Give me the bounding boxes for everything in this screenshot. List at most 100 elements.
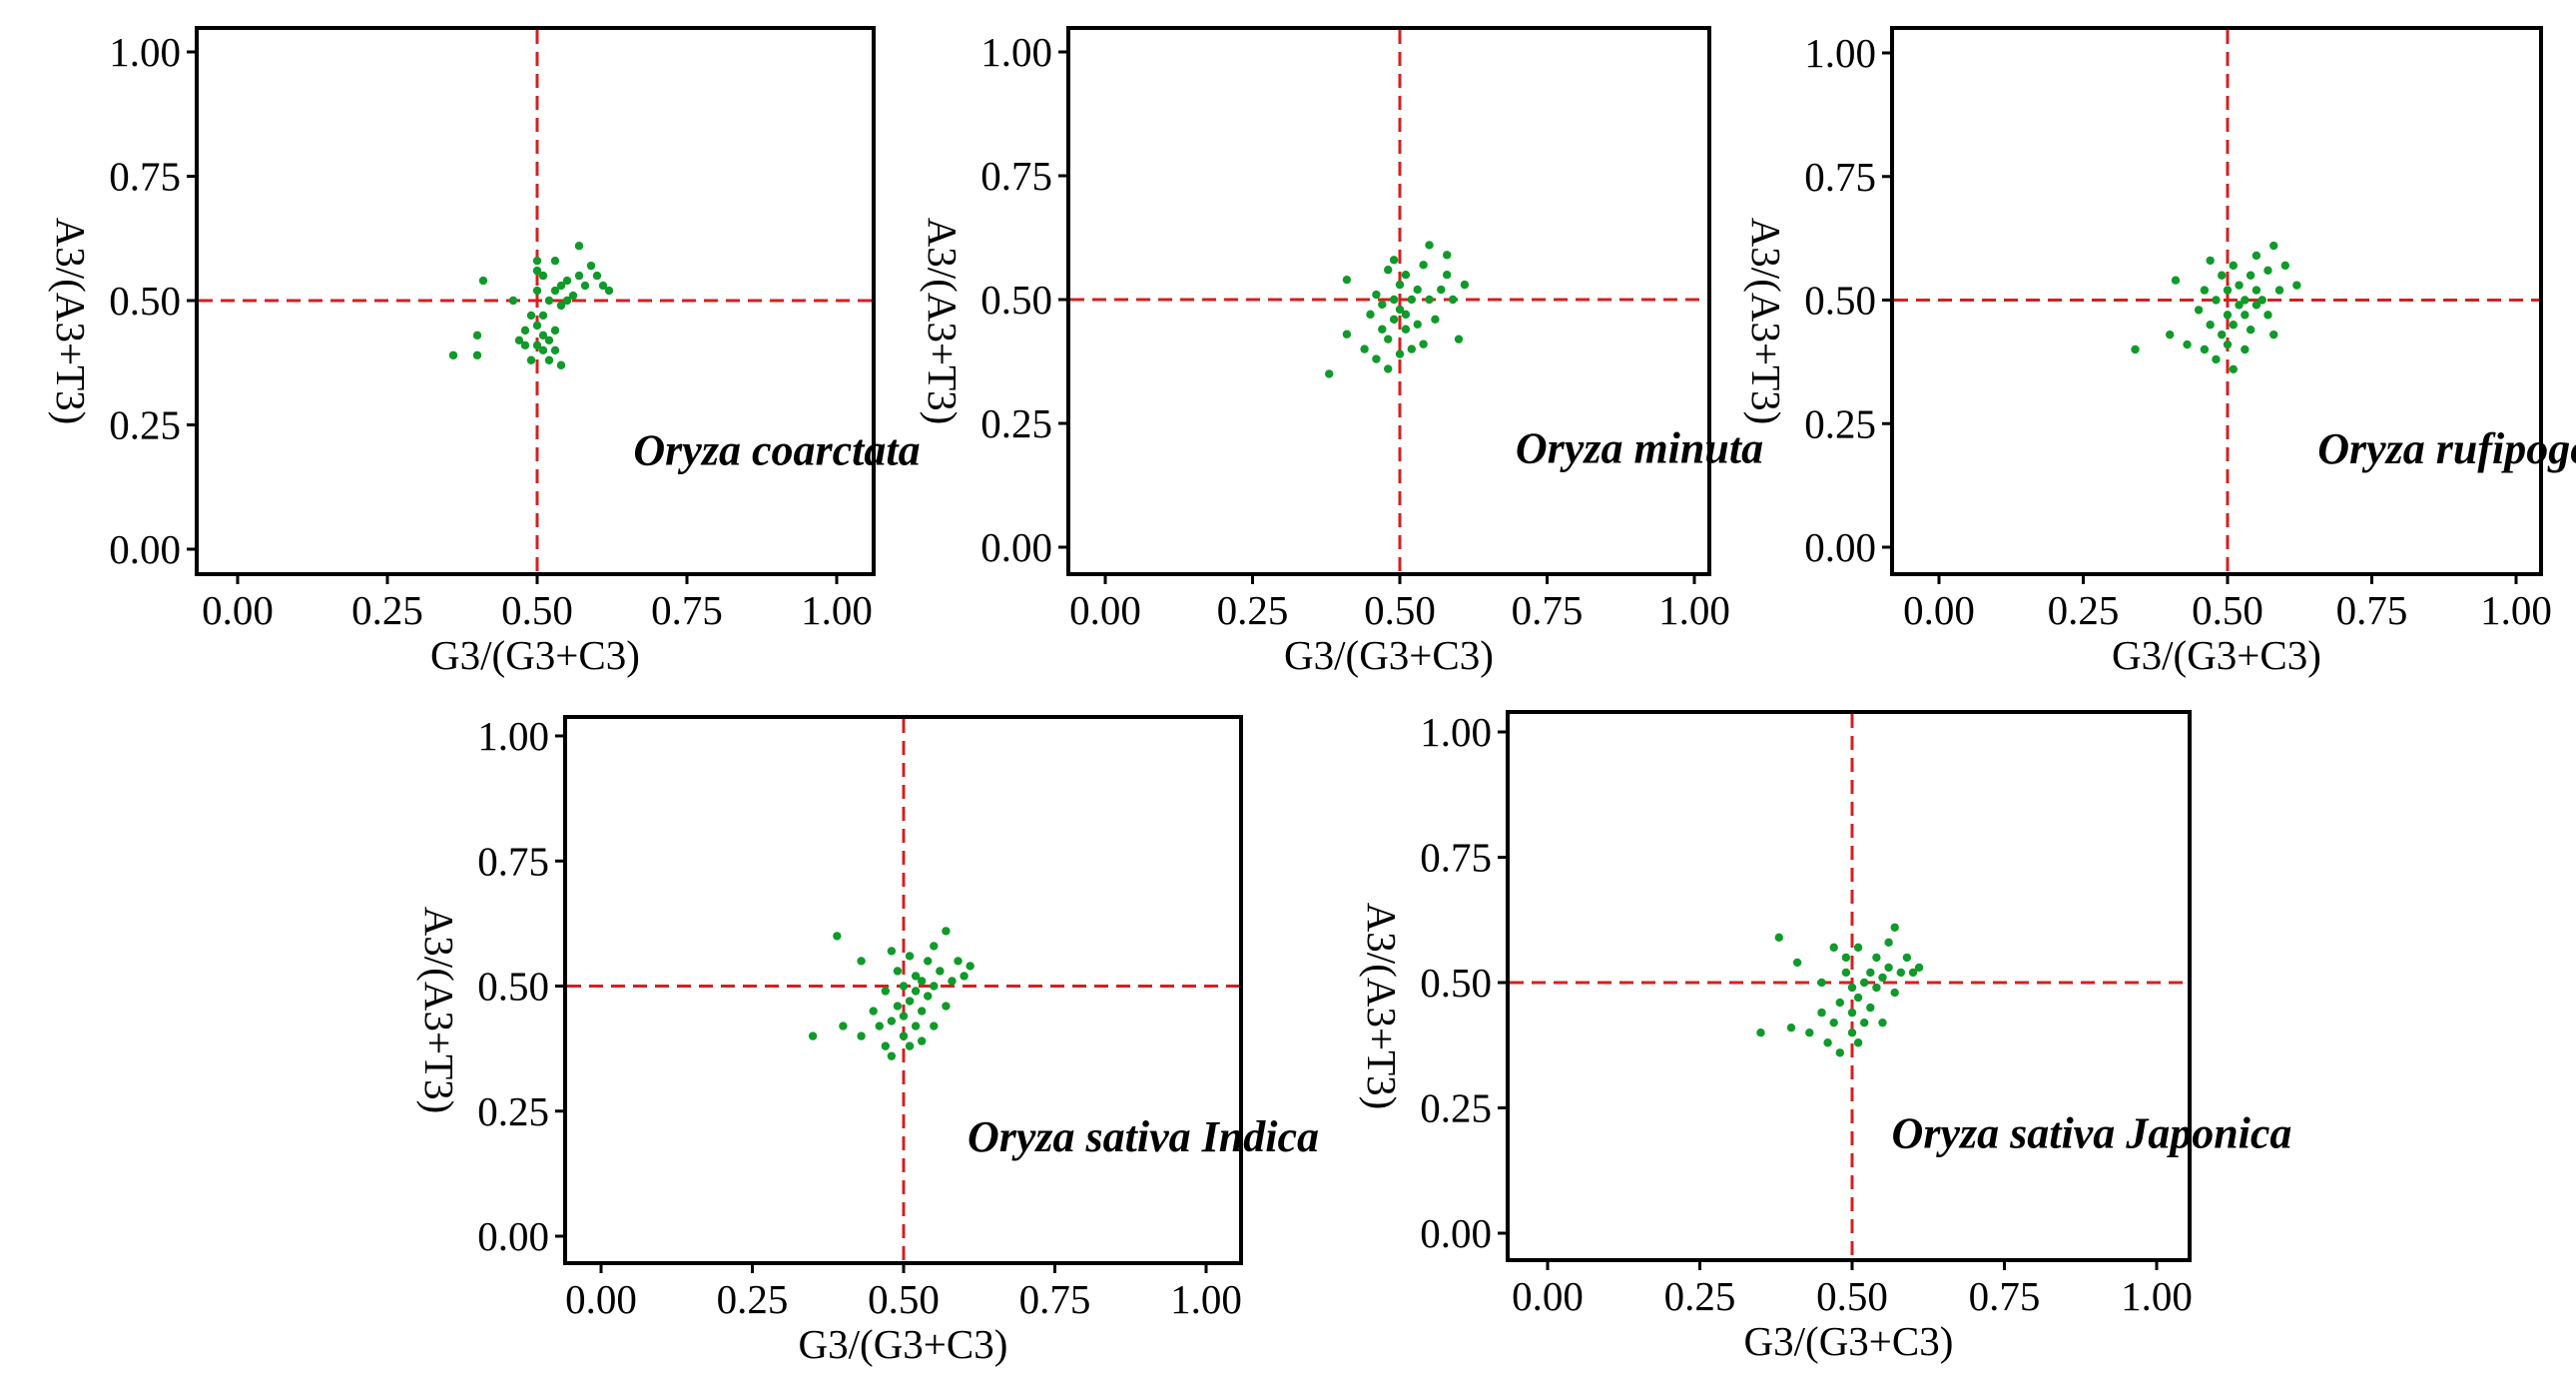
y-tick-label: 0.00 [1804,524,1876,570]
y-tick-label: 0.75 [477,838,549,884]
species-label: Oryza sativa Japonica [1892,1109,2292,1158]
data-point [2292,281,2301,290]
y-tick-label: 0.75 [980,153,1052,199]
x-axis-title: G3/(G3+C3) [1284,632,1494,678]
species-label: Oryza minuta [1516,424,1763,473]
data-point [942,1002,951,1011]
y-tick-label: 0.00 [477,1213,549,1259]
data-point [2183,340,2192,349]
data-point [1401,271,1411,280]
data-point [2241,311,2250,320]
data-point [2241,344,2250,354]
data-point [930,1022,939,1030]
data-point [893,1002,903,1011]
data-point [1443,251,1452,260]
data-point [1872,953,1881,963]
y-tick-label: 0.75 [1804,154,1876,200]
x-tick-label: 0.75 [1969,1273,2041,1319]
data-point [538,331,548,341]
y-tick-label: 1.00 [1804,30,1876,76]
data-point [556,301,566,311]
x-tick-label: 0.25 [2048,587,2120,633]
data-point [1835,998,1845,1008]
data-point [2166,330,2175,340]
data-point [966,962,974,971]
y-tick-label: 0.25 [477,1088,549,1134]
data-point [887,1017,897,1026]
y-tick-label: 0.00 [1420,1210,1492,1256]
data-point [2223,311,2233,320]
data-point [1853,1038,1863,1047]
data-point [911,972,921,981]
data-point [857,1031,866,1040]
data-point [1378,300,1387,310]
data-point [2212,354,2221,364]
data-point [1847,983,1857,993]
data-point [930,942,939,951]
data-point [917,977,927,986]
data-point [532,341,542,350]
x-axis-title: G3/(G3+C3) [430,632,640,678]
data-point [2229,321,2238,330]
data-point [1896,968,1906,978]
data-point [532,321,542,331]
x-tick-label: 0.25 [1217,587,1289,633]
data-point [1419,261,1428,270]
x-tick-label: 0.50 [1364,587,1436,633]
data-point [1866,968,1875,978]
data-point [1389,315,1399,325]
data-point [544,296,554,306]
y-tick-label: 0.50 [109,278,181,324]
data-point [1841,953,1851,963]
x-tick-label: 0.75 [651,587,723,633]
data-point [1384,335,1393,343]
data-point [2246,271,2255,280]
y-tick-label: 0.50 [980,277,1052,323]
data-point [1425,241,1434,250]
x-tick-label: 1.00 [801,587,873,633]
y-tick-label: 0.00 [980,524,1052,570]
data-point [1829,943,1838,953]
data-point [1890,988,1899,998]
x-tick-label: 1.00 [2121,1273,2193,1319]
data-point [2229,364,2238,373]
data-point [942,927,951,936]
data-point [887,947,897,956]
data-point [917,1007,927,1016]
data-point [1413,285,1422,295]
data-point [2206,256,2215,266]
data-point [1853,993,1863,1003]
data-point [905,997,915,1006]
x-axis-title: G3/(G3+C3) [2112,632,2321,678]
scatter-panel-3: 0.00 0.25 0.50 0.75 1.00 0.00 0.25 0.50 0.75 1.00… [1743,26,2576,678]
data-point [1756,1029,1765,1037]
data-point [893,967,903,976]
data-point [1841,968,1851,978]
data-point [960,972,968,981]
data-point [1401,310,1411,320]
data-point [550,286,560,296]
y-tick-label: 0.25 [980,400,1052,446]
species-label: Oryza rufipogon [2317,424,2576,473]
data-point [586,261,596,271]
data-point [1448,295,1458,305]
data-point [448,350,458,359]
data-point [2229,261,2238,271]
data-point [911,1022,921,1030]
data-point [1890,923,1899,932]
data-point [1774,933,1784,943]
x-axis-title: G3/(G3+C3) [799,1321,1008,1367]
data-point [2200,344,2210,354]
x-tick-label: 0.25 [717,1276,789,1322]
data-point [1853,943,1863,953]
data-point [472,350,482,359]
data-point [924,992,933,1001]
x-axis-title: G3/(G3+C3) [1744,1318,1954,1364]
data-point [1792,958,1802,968]
data-point [1829,1018,1838,1028]
y-axis-title: A3/(A3+T3) [416,907,462,1114]
data-point [875,1022,884,1030]
data-point [911,987,921,996]
data-point [839,1022,848,1030]
